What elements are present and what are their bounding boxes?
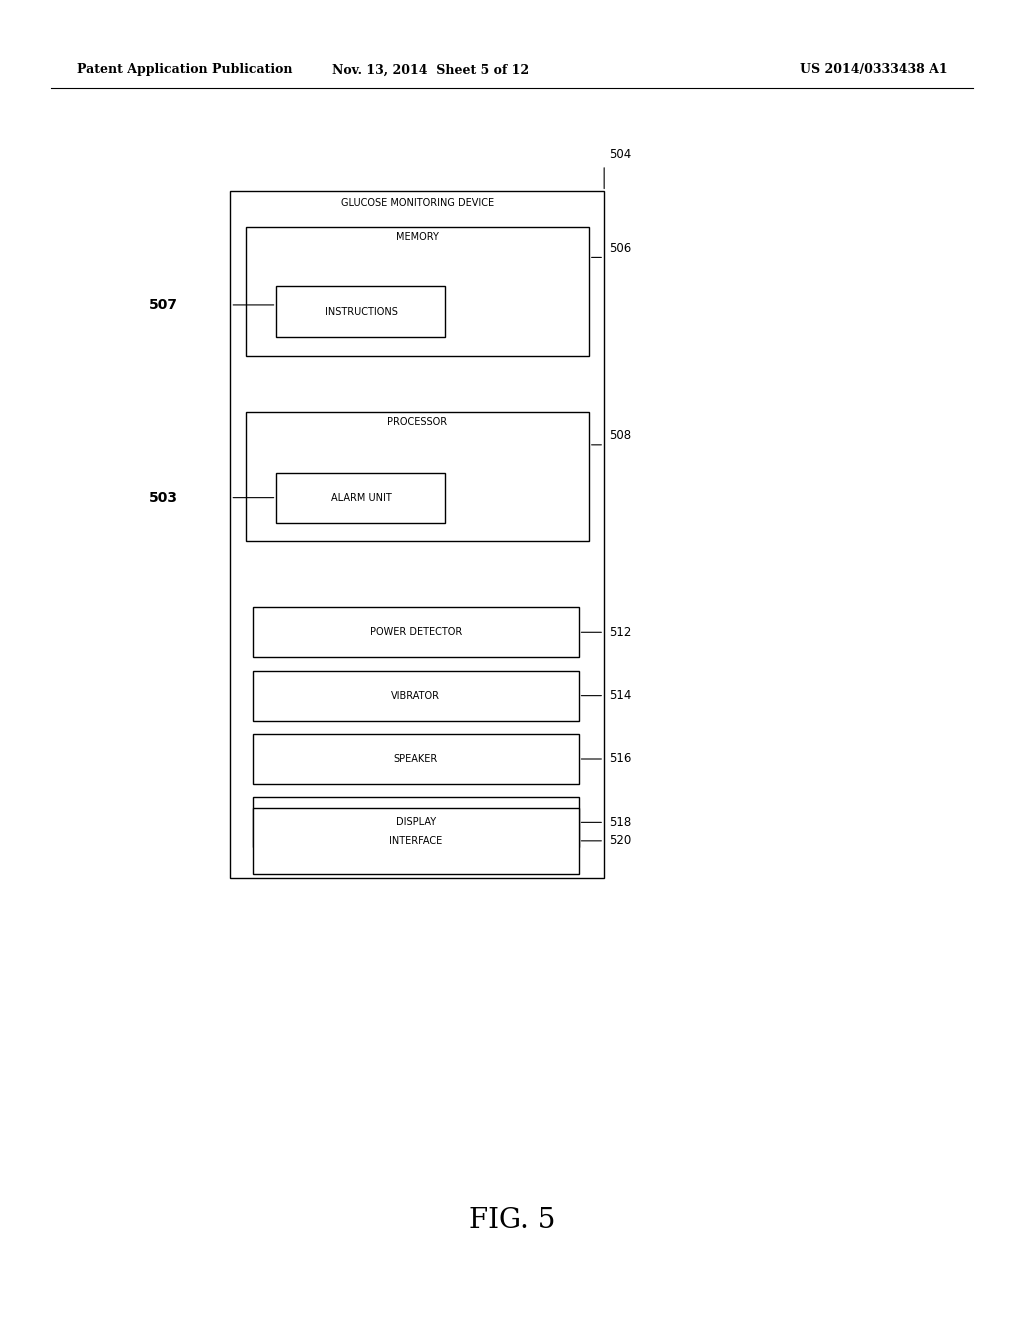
Text: 514: 514 <box>609 689 632 702</box>
Text: Patent Application Publication: Patent Application Publication <box>77 63 292 77</box>
Bar <box>253 797 579 847</box>
Text: 507: 507 <box>148 298 177 312</box>
Bar <box>246 412 589 541</box>
Text: 503: 503 <box>148 491 177 504</box>
Text: 518: 518 <box>609 816 632 829</box>
Bar <box>246 227 589 356</box>
Text: ALARM UNIT: ALARM UNIT <box>331 492 391 503</box>
Bar <box>253 808 579 874</box>
Text: 504: 504 <box>609 148 632 161</box>
Text: DISPLAY: DISPLAY <box>395 817 436 828</box>
Bar <box>253 734 579 784</box>
Text: GLUCOSE MONITORING DEVICE: GLUCOSE MONITORING DEVICE <box>341 198 494 209</box>
Text: 506: 506 <box>609 242 632 255</box>
Bar <box>253 671 579 721</box>
Bar <box>276 473 445 523</box>
Text: POWER DETECTOR: POWER DETECTOR <box>370 627 462 638</box>
Text: 520: 520 <box>609 834 632 847</box>
Text: 512: 512 <box>609 626 632 639</box>
Text: US 2014/0333438 A1: US 2014/0333438 A1 <box>800 63 947 77</box>
Text: 516: 516 <box>609 752 632 766</box>
Text: INSTRUCTIONS: INSTRUCTIONS <box>325 306 397 317</box>
Bar <box>230 191 604 878</box>
Text: INTERFACE: INTERFACE <box>389 836 442 846</box>
Text: VIBRATOR: VIBRATOR <box>391 690 440 701</box>
Bar <box>276 286 445 337</box>
Text: SPEAKER: SPEAKER <box>393 754 438 764</box>
Text: MEMORY: MEMORY <box>396 232 438 243</box>
Text: FIG. 5: FIG. 5 <box>469 1208 555 1234</box>
Bar <box>253 607 579 657</box>
Text: Nov. 13, 2014  Sheet 5 of 12: Nov. 13, 2014 Sheet 5 of 12 <box>332 63 528 77</box>
Text: PROCESSOR: PROCESSOR <box>387 417 447 428</box>
Text: 508: 508 <box>609 429 632 442</box>
